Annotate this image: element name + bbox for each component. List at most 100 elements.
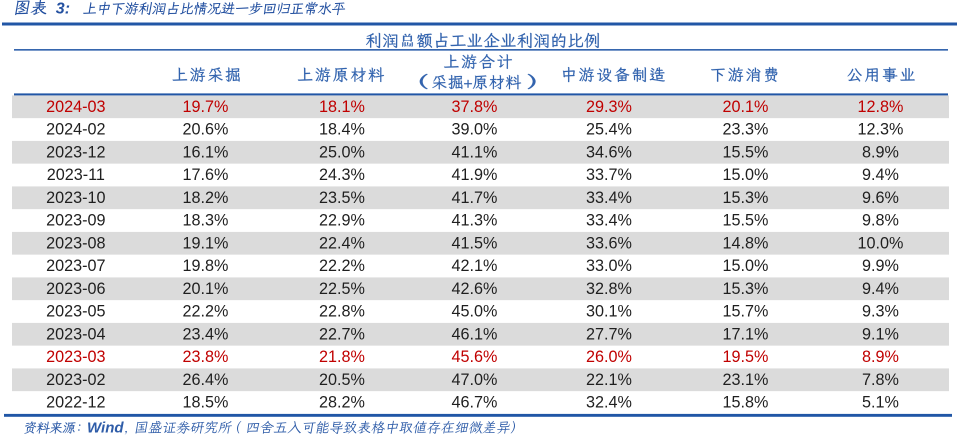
svg-text:2023-07: 2023-07 <box>46 257 105 275</box>
svg-text:8.9%: 8.9% <box>862 348 899 366</box>
svg-text:7.8%: 7.8% <box>862 371 899 389</box>
svg-text:32.4%: 32.4% <box>586 394 632 412</box>
svg-text:41.9%: 41.9% <box>452 166 498 184</box>
svg-text:16.1%: 16.1% <box>183 143 229 161</box>
svg-text:47.0%: 47.0% <box>452 371 498 389</box>
svg-text:30.1%: 30.1% <box>586 303 632 321</box>
svg-text:20.1%: 20.1% <box>723 98 769 116</box>
svg-text:9.6%: 9.6% <box>862 189 899 207</box>
svg-text:33.7%: 33.7% <box>586 166 632 184</box>
svg-text:18.3%: 18.3% <box>183 212 229 230</box>
svg-text:9.1%: 9.1% <box>862 325 899 343</box>
svg-text:25.4%: 25.4% <box>586 121 632 139</box>
svg-text:18.2%: 18.2% <box>183 189 229 207</box>
svg-text:23.8%: 23.8% <box>183 348 229 366</box>
svg-text:18.1%: 18.1% <box>319 98 365 116</box>
svg-text:14.8%: 14.8% <box>723 234 769 252</box>
svg-text:15.3%: 15.3% <box>723 189 769 207</box>
svg-text:25.0%: 25.0% <box>319 143 365 161</box>
svg-text:23.4%: 23.4% <box>183 325 229 343</box>
svg-text:2023-10: 2023-10 <box>46 189 105 207</box>
svg-text:42.1%: 42.1% <box>452 257 498 275</box>
svg-text:22.5%: 22.5% <box>319 280 365 298</box>
svg-text:22.4%: 22.4% <box>319 234 365 252</box>
svg-text:33.4%: 33.4% <box>586 189 632 207</box>
svg-text:22.9%: 22.9% <box>319 212 365 230</box>
svg-text:5.1%: 5.1% <box>862 394 899 412</box>
svg-text:15.0%: 15.0% <box>723 166 769 184</box>
svg-text:Wind: Wind <box>87 419 124 436</box>
svg-text:9.4%: 9.4% <box>862 166 899 184</box>
svg-text:33.0%: 33.0% <box>586 257 632 275</box>
svg-text:15.5%: 15.5% <box>723 143 769 161</box>
svg-text:20.6%: 20.6% <box>183 121 229 139</box>
svg-text:41.1%: 41.1% <box>452 143 498 161</box>
svg-text:41.5%: 41.5% <box>452 234 498 252</box>
svg-text:22.2%: 22.2% <box>319 257 365 275</box>
svg-text:2024-02: 2024-02 <box>46 121 105 139</box>
svg-text:45.0%: 45.0% <box>452 303 498 321</box>
svg-text:29.3%: 29.3% <box>586 98 632 116</box>
svg-text:12.8%: 12.8% <box>858 98 904 116</box>
svg-text:2023-03: 2023-03 <box>46 348 105 366</box>
svg-text:46.1%: 46.1% <box>452 325 498 343</box>
svg-text:26.0%: 26.0% <box>586 348 632 366</box>
svg-text:9.9%: 9.9% <box>862 257 899 275</box>
svg-text:15.8%: 15.8% <box>723 394 769 412</box>
svg-text:33.4%: 33.4% <box>586 212 632 230</box>
svg-text:17.6%: 17.6% <box>183 166 229 184</box>
svg-text:9.8%: 9.8% <box>862 212 899 230</box>
svg-text:18.4%: 18.4% <box>319 121 365 139</box>
svg-text:22.1%: 22.1% <box>586 371 632 389</box>
svg-text:12.3%: 12.3% <box>858 121 904 139</box>
svg-text:15.7%: 15.7% <box>723 303 769 321</box>
svg-text:8.9%: 8.9% <box>862 143 899 161</box>
svg-text:9.3%: 9.3% <box>862 303 899 321</box>
svg-text:46.7%: 46.7% <box>452 394 498 412</box>
svg-text:19.5%: 19.5% <box>723 348 769 366</box>
svg-text:2023-09: 2023-09 <box>46 212 105 230</box>
svg-text:2023-08: 2023-08 <box>46 234 105 252</box>
svg-text:15.3%: 15.3% <box>723 280 769 298</box>
svg-text:2023-12: 2023-12 <box>46 143 105 161</box>
svg-text:10.0%: 10.0% <box>858 234 904 252</box>
svg-text:2022-12: 2022-12 <box>46 394 105 412</box>
svg-text:23.5%: 23.5% <box>319 189 365 207</box>
svg-text:22.8%: 22.8% <box>319 303 365 321</box>
svg-text:22.2%: 22.2% <box>183 303 229 321</box>
svg-text:2023-06: 2023-06 <box>46 280 105 298</box>
svg-text:19.1%: 19.1% <box>183 234 229 252</box>
svg-text:23.1%: 23.1% <box>723 371 769 389</box>
svg-text:22.7%: 22.7% <box>319 325 365 343</box>
svg-text:33.6%: 33.6% <box>586 234 632 252</box>
svg-text:20.1%: 20.1% <box>183 280 229 298</box>
svg-text:34.6%: 34.6% <box>586 143 632 161</box>
svg-text:41.3%: 41.3% <box>452 212 498 230</box>
svg-text:19.8%: 19.8% <box>183 257 229 275</box>
svg-text:39.0%: 39.0% <box>452 121 498 139</box>
svg-text:19.7%: 19.7% <box>183 98 229 116</box>
svg-text:27.7%: 27.7% <box>586 325 632 343</box>
svg-text:2024-03: 2024-03 <box>46 98 105 116</box>
svg-text:2023-02: 2023-02 <box>46 371 105 389</box>
svg-text:2023-11: 2023-11 <box>47 166 105 184</box>
svg-text:32.8%: 32.8% <box>586 280 632 298</box>
svg-text:17.1%: 17.1% <box>723 325 769 343</box>
svg-text:20.5%: 20.5% <box>319 371 365 389</box>
svg-text:2023-04: 2023-04 <box>46 325 105 343</box>
svg-text:15.5%: 15.5% <box>723 212 769 230</box>
svg-text:23.3%: 23.3% <box>723 121 769 139</box>
svg-text:15.0%: 15.0% <box>723 257 769 275</box>
svg-text:28.2%: 28.2% <box>319 394 365 412</box>
svg-text:37.8%: 37.8% <box>452 98 498 116</box>
svg-text:9.4%: 9.4% <box>862 280 899 298</box>
svg-text:42.6%: 42.6% <box>452 280 498 298</box>
svg-text:24.3%: 24.3% <box>319 166 365 184</box>
svg-text:45.6%: 45.6% <box>452 348 498 366</box>
svg-text:26.4%: 26.4% <box>183 371 229 389</box>
svg-text:3:: 3: <box>56 0 70 17</box>
svg-text:21.8%: 21.8% <box>319 348 365 366</box>
svg-text:41.7%: 41.7% <box>452 189 498 207</box>
svg-text:2023-05: 2023-05 <box>46 303 105 321</box>
svg-text:18.5%: 18.5% <box>183 394 229 412</box>
